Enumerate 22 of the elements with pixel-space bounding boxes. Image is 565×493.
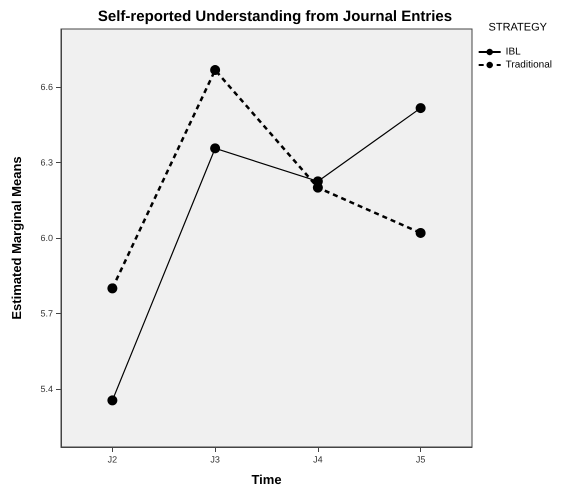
point	[210, 65, 220, 76]
point	[107, 395, 118, 406]
point	[107, 283, 118, 294]
legend-label: Traditional	[506, 60, 552, 70]
y-tick-label: 6.0	[40, 233, 53, 243]
point	[312, 182, 323, 193]
y-tick-label: 6.6	[40, 82, 53, 92]
x-tick-label: J4	[313, 454, 323, 464]
y-axis-title: Estimated Marginal Means	[9, 156, 24, 320]
point	[416, 103, 426, 114]
x-axis-title: Time	[251, 472, 282, 487]
x-tick-label: J2	[108, 454, 118, 464]
y-tick-label: 5.7	[40, 308, 53, 319]
point	[416, 228, 426, 238]
point	[210, 143, 220, 154]
legend-title: STRATEGY	[488, 22, 548, 34]
x-tick-label: J3	[210, 454, 220, 464]
y-tick-label: 5.4	[40, 384, 53, 394]
y-tick-label: 6.3	[40, 157, 53, 168]
legend-label: IBL	[506, 46, 522, 58]
x-tick-label: J5	[416, 454, 426, 464]
chart-title: Self-reported Understanding from Journal Entries	[98, 8, 452, 25]
